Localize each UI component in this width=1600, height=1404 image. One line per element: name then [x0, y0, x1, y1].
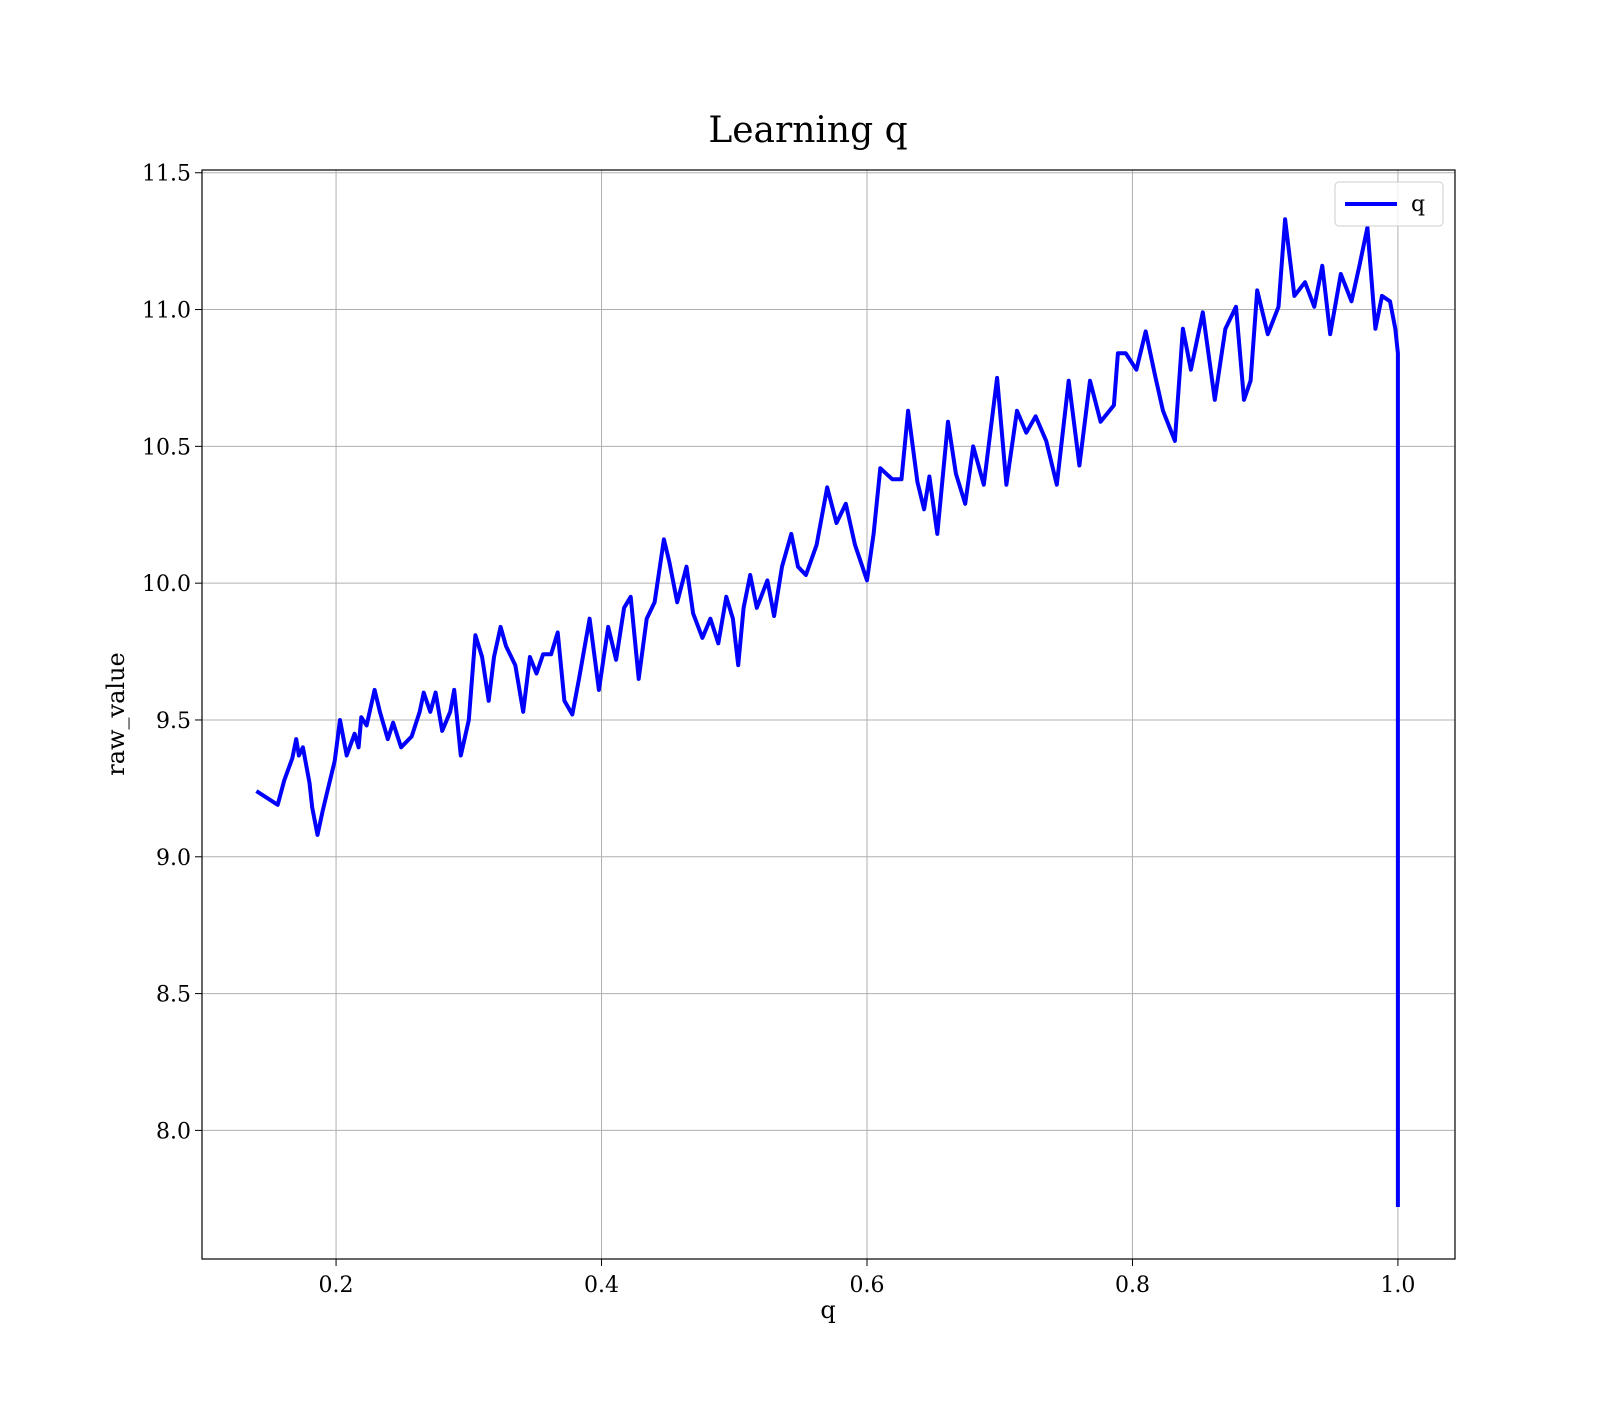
y-tick-label: 9.5 [156, 709, 191, 734]
chart-title: Learning q [708, 110, 907, 151]
x-tick-label: 1.0 [1380, 1273, 1415, 1298]
x-axis-label: q [820, 1296, 835, 1324]
legend-label: q [1411, 192, 1425, 217]
y-axis-label: raw_value [102, 652, 130, 776]
plot-frame [201, 169, 1456, 1260]
y-tick-label: 8.5 [156, 983, 191, 1008]
y-tick-label: 8.0 [156, 1119, 191, 1144]
y-tick-label: 11.0 [142, 299, 191, 324]
y-tick-label: 10.5 [142, 435, 191, 460]
x-tick-label: 0.2 [319, 1273, 354, 1298]
x-tick-label: 0.6 [849, 1273, 884, 1298]
line-series [255, 217, 1400, 1207]
y-tick-label: 11.5 [142, 162, 191, 187]
y-tick-label: 9.0 [156, 846, 191, 871]
x-tick-label: 0.4 [584, 1273, 619, 1298]
x-tick-label: 0.8 [1115, 1273, 1150, 1298]
y-tick-label: 10.0 [142, 572, 191, 597]
